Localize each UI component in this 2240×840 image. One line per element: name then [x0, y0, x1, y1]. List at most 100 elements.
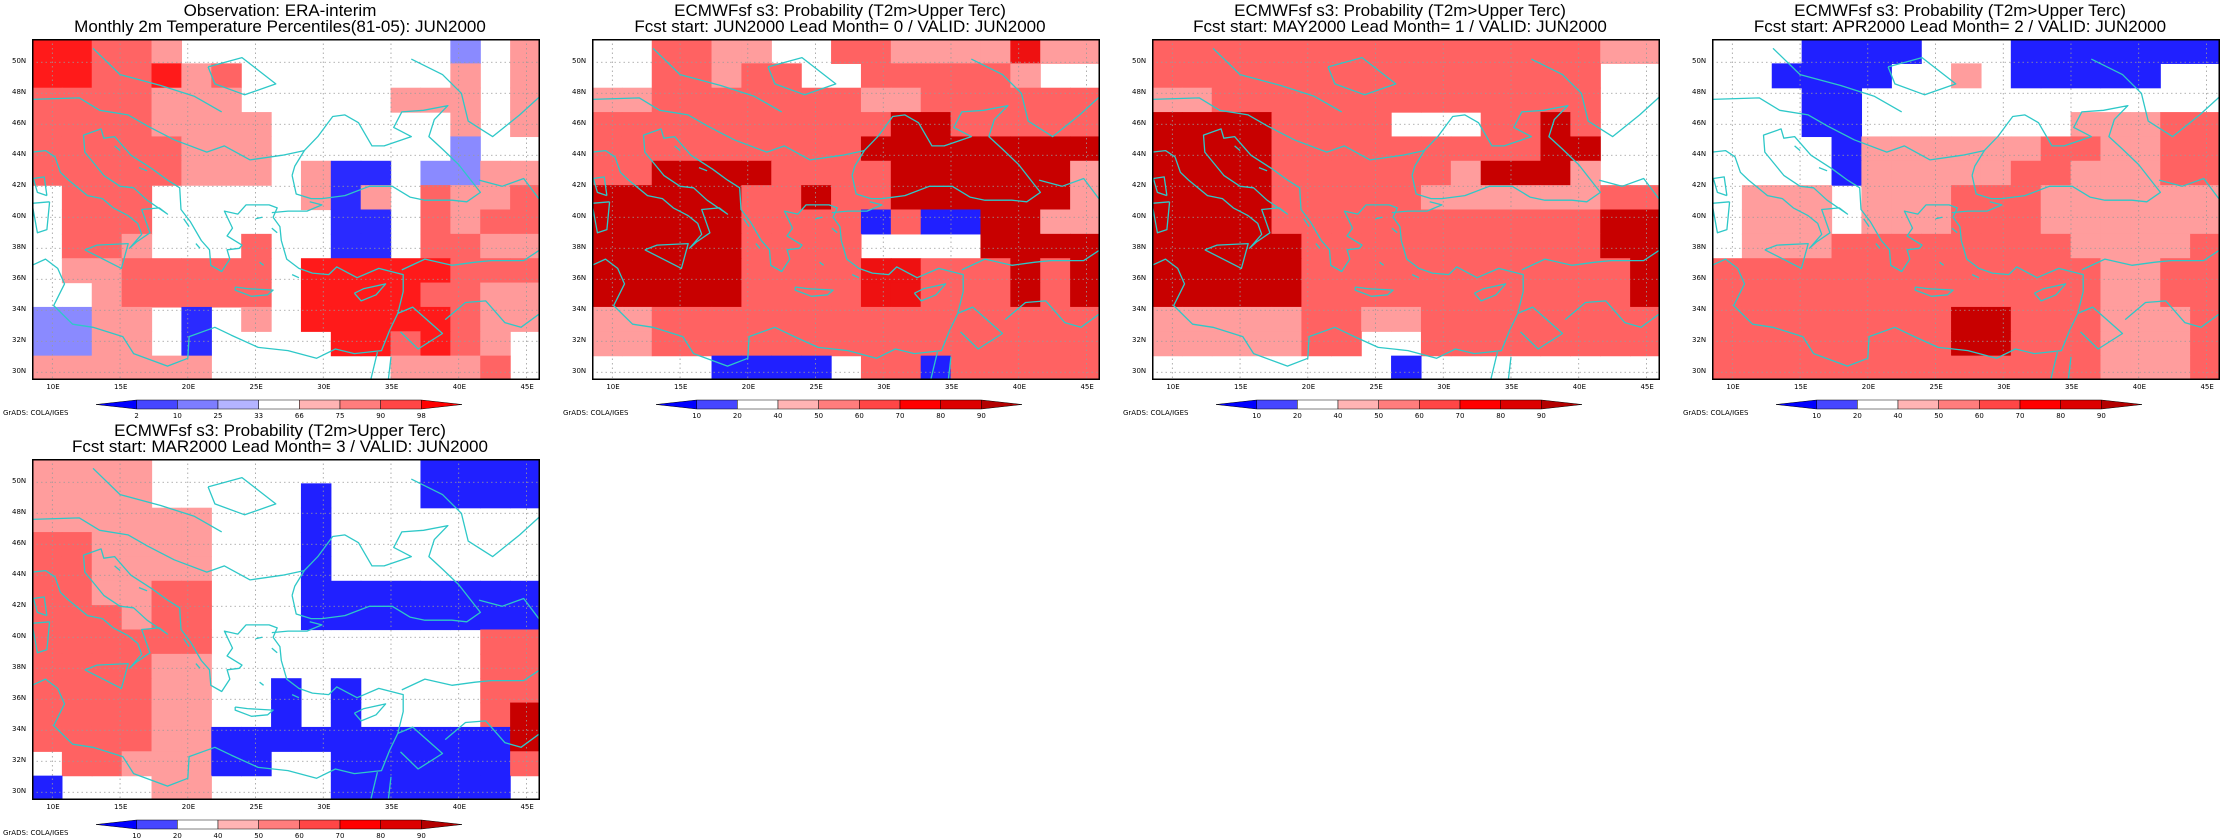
x-tick-label: 20E: [741, 383, 756, 391]
heatmap-cell: [1741, 233, 1773, 259]
heatmap-cell: [1480, 87, 1512, 113]
heatmap-cell: [860, 331, 892, 357]
heatmap-cell: [121, 160, 153, 186]
colorbar-segment: [421, 819, 463, 830]
heatmap-cell: [91, 258, 123, 284]
y-tick-label: 42N: [1692, 181, 1707, 190]
heatmap-cell: [801, 331, 832, 357]
heatmap-cell: [621, 160, 653, 186]
colorbar-segment: [2019, 399, 2061, 410]
heatmap-plot: [1712, 39, 2220, 380]
heatmap-cell: [1540, 39, 1571, 64]
heatmap-cell: [121, 702, 153, 728]
heatmap-cell: [420, 483, 451, 509]
coastline: [2077, 306, 2124, 350]
heatmap-cell: [91, 160, 123, 186]
heatmap-cell: [2100, 331, 2131, 357]
heatmap-cell: [920, 136, 952, 162]
heatmap-cell: [241, 726, 272, 752]
heatmap-cell: [920, 160, 952, 186]
coastline: [1004, 300, 1100, 328]
heatmap-cell: [831, 331, 862, 357]
heatmap-cell: [390, 605, 422, 631]
heatmap-cell: [2010, 39, 2042, 64]
heatmap-cell: [211, 282, 242, 308]
coastline: [1212, 47, 1343, 113]
heatmap-plot: [592, 39, 1100, 380]
coastline: [1951, 227, 1958, 234]
heatmap-cell: [1211, 112, 1243, 138]
coastline: [913, 283, 947, 302]
heatmap-cell: [1951, 160, 1982, 186]
heatmap-cell: [681, 282, 713, 308]
x-tick-label: 10E: [46, 383, 60, 391]
heatmap-cell: [2130, 282, 2161, 308]
heatmap-cell: [480, 751, 511, 777]
colorbar-label: 90: [376, 412, 385, 420]
heatmap-cell: [2010, 355, 2042, 380]
heatmap-cell: [420, 605, 451, 631]
panel-subtitle: Fcst start: MAR2000 Lead Month= 3 / VALI…: [72, 437, 488, 456]
heatmap-cell: [510, 63, 540, 89]
colorbar-segment: [2060, 399, 2102, 410]
heatmap-cell: [1040, 185, 1071, 211]
heatmap-cell: [2190, 258, 2220, 284]
heatmap-cell: [1070, 209, 1100, 235]
heatmap-cell: [91, 580, 123, 606]
heatmap-cell: [1211, 258, 1243, 284]
heatmap-cell: [2070, 282, 2102, 308]
colorbar-segment: [1857, 399, 1899, 410]
plot-frame: [32, 39, 540, 380]
x-tick-label: 35E: [384, 383, 399, 391]
colorbar-segment: [737, 399, 779, 410]
heatmap-cell: [831, 282, 862, 308]
coastline: [255, 636, 263, 640]
heatmap-cell: [510, 306, 540, 332]
heatmap-cell: [1391, 306, 1422, 332]
heatmap-cell: [1040, 258, 1071, 284]
heatmap-cell: [1152, 282, 1183, 308]
heatmap-cell: [1361, 233, 1392, 259]
heatmap-cell: [32, 63, 63, 89]
y-tick-label: 48N: [1132, 88, 1147, 97]
heatmap-cell: [2100, 136, 2131, 162]
heatmap-cell: [420, 331, 451, 357]
heatmap-cell: [121, 507, 153, 533]
heatmap-cell: [1510, 331, 1542, 357]
heatmap-cell: [1951, 355, 1982, 380]
heatmap-cell: [480, 629, 511, 655]
heatmap-cell: [1152, 331, 1183, 357]
coastline: [1712, 201, 1731, 234]
coastline: [183, 638, 190, 647]
heatmap-cell: [1040, 233, 1071, 259]
plot-frame: [592, 39, 1100, 380]
heatmap-cell: [121, 306, 153, 332]
colorbar-segment: [899, 399, 941, 410]
heatmap-cell: [32, 556, 63, 582]
heatmap-cell: [1510, 136, 1542, 162]
coastline: [1375, 216, 1383, 220]
heatmap-cell: [61, 556, 93, 582]
heatmap-cell: [1980, 306, 2012, 332]
heatmap-cell: [121, 39, 153, 64]
colorbar: 10 20 40 50 60 70 80 90: [95, 819, 463, 840]
heatmap-cell: [890, 331, 922, 357]
heatmap-cell: [1891, 233, 1922, 259]
heatmap-cell: [121, 355, 153, 380]
heatmap-cell: [592, 306, 623, 332]
heatmap-cell: [2070, 39, 2102, 64]
y-tick-label: 42N: [572, 181, 587, 190]
heatmap-cell: [920, 87, 952, 113]
heatmap-cell: [32, 702, 63, 728]
heatmap-cell: [1600, 258, 1631, 284]
x-tick-label: 25E: [249, 383, 263, 391]
heatmap-cell: [860, 39, 892, 64]
heatmap-cell: [450, 39, 481, 64]
heatmap-cell: [831, 39, 862, 64]
heatmap-cell: [801, 306, 832, 332]
heatmap-cell: [1211, 233, 1243, 259]
coastline: [92, 47, 223, 113]
colorbar-segments: [95, 819, 463, 830]
heatmap-cell: [592, 87, 623, 113]
x-tick-label: 15E: [674, 383, 688, 391]
